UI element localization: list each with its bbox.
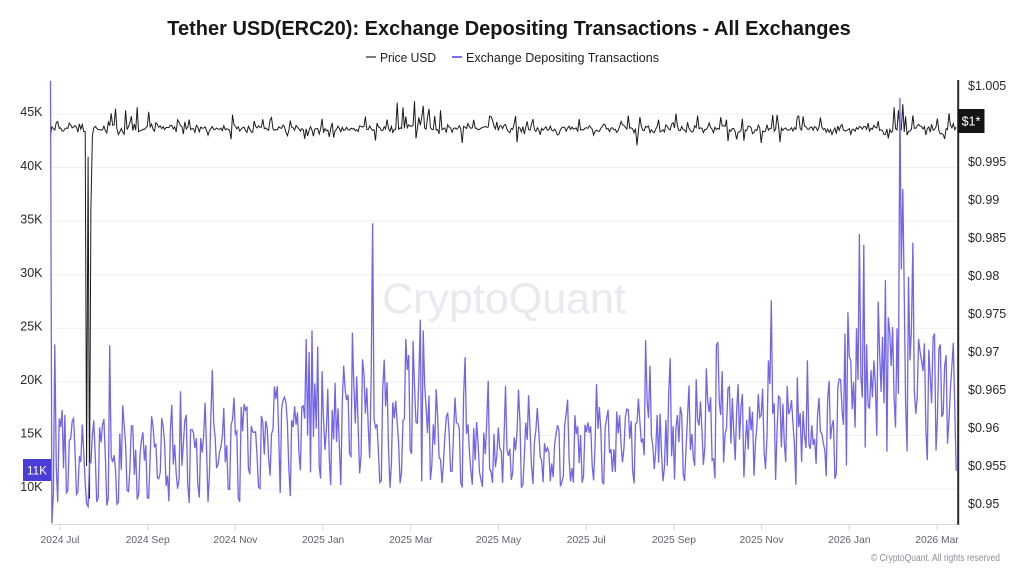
- svg-text:30K: 30K: [20, 266, 43, 280]
- svg-text:© CryptoQuant. All rights rese: © CryptoQuant. All rights reserved: [871, 552, 1000, 564]
- svg-text:11K: 11K: [27, 464, 47, 478]
- svg-text:2025 May: 2025 May: [476, 535, 522, 546]
- svg-text:Tether USD(ERC20): Exchange De: Tether USD(ERC20): Exchange Depositing T…: [167, 18, 851, 40]
- svg-text:2025 Jan: 2025 Jan: [302, 535, 345, 546]
- svg-text:2026 Mar: 2026 Mar: [915, 535, 959, 546]
- svg-text:2024 Nov: 2024 Nov: [213, 535, 258, 546]
- svg-text:$1.005: $1.005: [968, 79, 1006, 93]
- svg-text:2025 Jul: 2025 Jul: [567, 535, 606, 546]
- svg-text:2026 Jan: 2026 Jan: [828, 535, 871, 546]
- svg-text:20K: 20K: [20, 373, 43, 387]
- svg-text:$0.99: $0.99: [968, 193, 999, 207]
- svg-text:40K: 40K: [20, 159, 43, 173]
- svg-text:2024 Sep: 2024 Sep: [126, 535, 170, 546]
- svg-text:45K: 45K: [20, 105, 43, 119]
- svg-text:CryptoQuant: CryptoQuant: [382, 275, 626, 323]
- svg-text:2025 Mar: 2025 Mar: [389, 535, 433, 546]
- svg-text:$0.955: $0.955: [968, 459, 1006, 473]
- svg-text:2025 Nov: 2025 Nov: [740, 535, 785, 546]
- svg-text:$0.975: $0.975: [968, 307, 1006, 321]
- svg-text:$0.96: $0.96: [968, 421, 999, 435]
- svg-text:2025 Sep: 2025 Sep: [652, 535, 696, 546]
- svg-text:Price USD: Price USD: [380, 50, 436, 65]
- svg-text:10K: 10K: [20, 480, 43, 494]
- svg-text:$0.995: $0.995: [968, 155, 1006, 169]
- svg-text:$1*: $1*: [962, 115, 981, 129]
- svg-text:2024 Jul: 2024 Jul: [41, 535, 80, 546]
- svg-text:25K: 25K: [20, 320, 43, 334]
- svg-text:$0.95: $0.95: [968, 497, 999, 511]
- svg-text:15K: 15K: [20, 427, 43, 441]
- svg-text:$0.97: $0.97: [968, 345, 999, 359]
- svg-text:Exchange Depositing Transactio: Exchange Depositing Transactions: [466, 50, 659, 65]
- svg-text:$0.965: $0.965: [968, 383, 1006, 397]
- svg-text:35K: 35K: [20, 212, 43, 226]
- svg-text:$0.985: $0.985: [968, 231, 1006, 245]
- svg-text:$0.98: $0.98: [968, 269, 999, 283]
